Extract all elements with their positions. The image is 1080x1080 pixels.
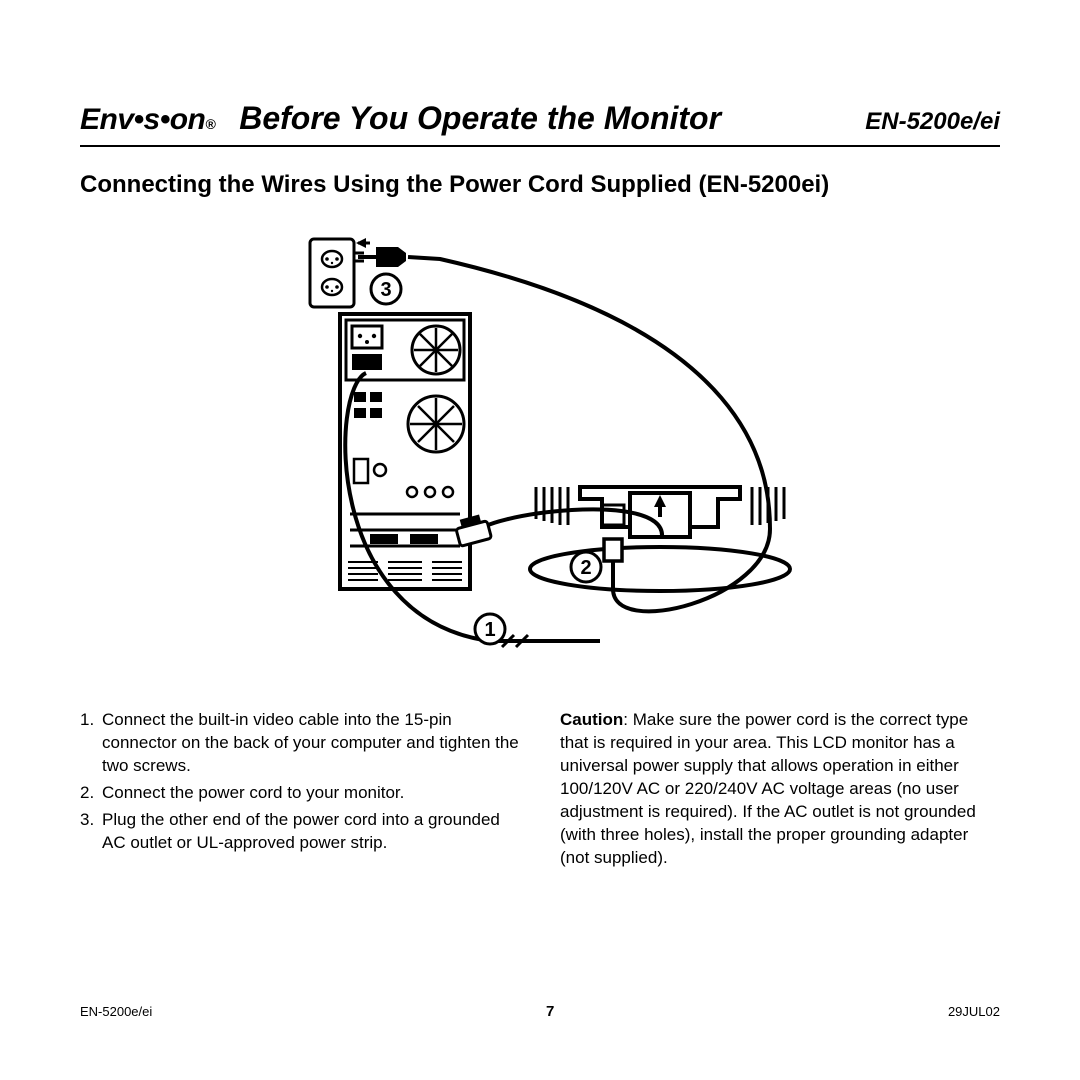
section-title: Connecting the Wires Using the Power Cor… bbox=[80, 171, 1000, 199]
page-footer: EN-5200e/ei 7 29JUL02 bbox=[80, 1003, 1000, 1020]
caution-column: Caution: Make sure the power cord is the… bbox=[560, 709, 1000, 870]
steps-column: 1. Connect the built-in video cable into… bbox=[80, 709, 520, 870]
page-number: 7 bbox=[546, 1003, 554, 1020]
step-3: 3. Plug the other end of the power cord … bbox=[80, 809, 520, 855]
diagram-label-1: 1 bbox=[484, 619, 495, 641]
caution-text: Caution: Make sure the power cord is the… bbox=[560, 709, 1000, 870]
diagram-label-3: 3 bbox=[380, 279, 391, 301]
model-label: EN-5200e/ei bbox=[865, 108, 1000, 136]
diagram-label-2: 2 bbox=[580, 557, 591, 579]
page-header: Env•s•on® Before You Operate the Monitor… bbox=[80, 100, 1000, 147]
instruction-columns: 1. Connect the built-in video cable into… bbox=[80, 709, 1000, 870]
footer-model: EN-5200e/ei bbox=[80, 1004, 152, 1019]
step-1: 1. Connect the built-in video cable into… bbox=[80, 709, 520, 778]
footer-date: 29JUL02 bbox=[948, 1004, 1000, 1019]
step-2: 2. Connect the power cord to your monito… bbox=[80, 782, 520, 805]
brand-logo: Env•s•on® bbox=[80, 103, 215, 137]
page-title: Before You Operate the Monitor bbox=[239, 100, 841, 137]
connection-diagram: 3 bbox=[80, 229, 1000, 669]
